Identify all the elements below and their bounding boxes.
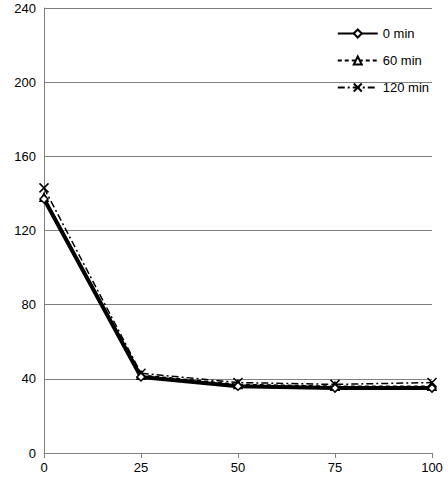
svg-text:0: 0: [40, 460, 47, 475]
svg-text:0: 0: [29, 446, 36, 461]
svg-text:25: 25: [134, 460, 148, 475]
svg-text:50: 50: [231, 460, 245, 475]
svg-text:100: 100: [421, 460, 443, 475]
svg-text:75: 75: [328, 460, 342, 475]
svg-text:80: 80: [22, 297, 36, 312]
svg-text:120 min: 120 min: [383, 80, 429, 95]
svg-text:0 min: 0 min: [383, 26, 415, 41]
svg-text:60 min: 60 min: [383, 53, 422, 68]
svg-text:120: 120: [14, 223, 36, 238]
svg-text:240: 240: [14, 1, 36, 16]
svg-text:200: 200: [14, 75, 36, 90]
svg-text:160: 160: [14, 149, 36, 164]
svg-text:40: 40: [22, 371, 36, 386]
